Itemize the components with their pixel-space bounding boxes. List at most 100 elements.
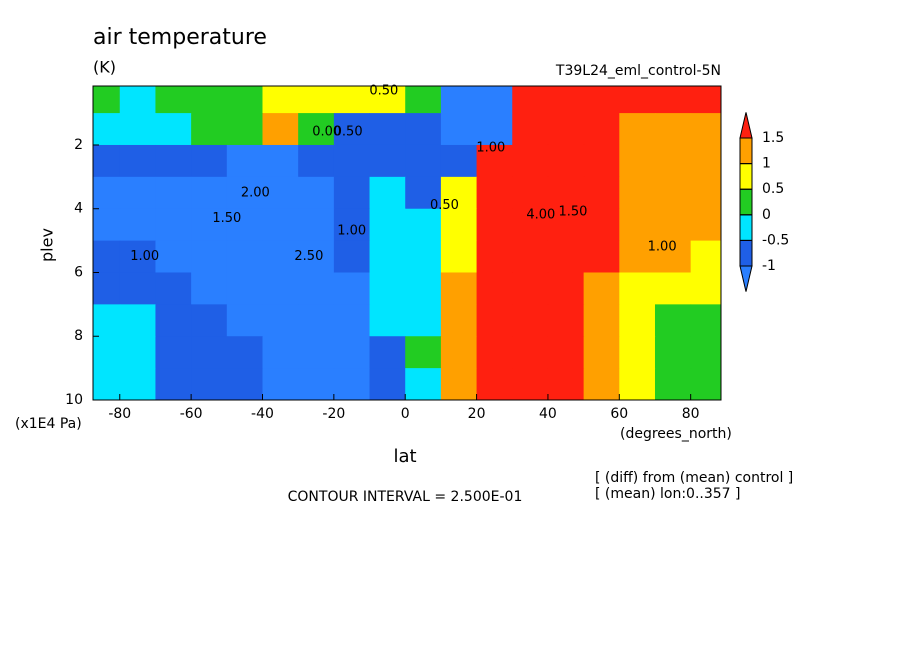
y-axis-units: (x1E4 Pa): [15, 416, 82, 432]
contour-cell: [119, 86, 156, 114]
contour-cell: [405, 272, 442, 305]
contour-label: 4.00: [526, 208, 555, 223]
contour-cell: [440, 144, 478, 178]
contour-cell: [619, 240, 656, 273]
contour-cell: [226, 368, 263, 400]
contour-cell: [547, 113, 585, 146]
colorbar-label: 1.5: [762, 130, 784, 146]
contour-cell: [440, 113, 478, 146]
contour-cell: [583, 240, 620, 273]
contour-cell: [583, 272, 620, 305]
contour-cell: [262, 208, 299, 242]
contour-cell: [333, 208, 371, 242]
contour-label: 1.50: [558, 204, 587, 219]
colorbar-swatch: [739, 137, 753, 165]
contour-cell: [333, 304, 371, 337]
contour-cell: [619, 176, 656, 210]
contour-cell: [547, 86, 585, 114]
colorbar-label: 0.5: [762, 181, 784, 197]
colorbar-label: 0: [762, 207, 771, 223]
contour-cell: [405, 304, 442, 337]
contour-cell: [119, 368, 156, 400]
contour-cell: [440, 240, 478, 273]
y-tick-label: 8: [74, 328, 83, 344]
contour-cell: [583, 208, 620, 242]
contour-cell: [440, 86, 478, 114]
y-tick-label: 2: [74, 137, 83, 153]
contour-cell: [119, 113, 156, 146]
note: [ (mean) lon:0..357 ]: [595, 486, 740, 502]
x-tick-label: -20: [322, 406, 345, 422]
contour-cell: [619, 144, 656, 178]
contour-cell: [369, 368, 406, 400]
contour-cell: [119, 144, 156, 178]
contour-cell: [262, 336, 299, 369]
contour-cell: [512, 176, 549, 210]
contour-cell: [298, 240, 335, 273]
contour-cell: [476, 176, 513, 210]
dataset-label: T39L24_eml_control-5N: [555, 63, 721, 79]
contour-cell: [512, 86, 549, 114]
contour-cell: [512, 208, 549, 242]
contour-cell: [405, 368, 442, 400]
contour-cell: [191, 144, 228, 178]
contour-label: 0.00: [312, 125, 341, 140]
contour-cell: [155, 272, 192, 305]
contour-cell: [298, 272, 335, 305]
contour-cell: [298, 208, 335, 242]
contour-cell: [690, 272, 721, 305]
contour-cell: [333, 113, 371, 146]
contour-cell: [119, 176, 156, 210]
contour-cell: [619, 336, 656, 369]
colorbar-swatch: [739, 214, 753, 241]
contour-cell: [619, 304, 656, 337]
contour-cell: [547, 368, 585, 400]
contour-cell: [119, 336, 156, 369]
contour-cell: [226, 304, 263, 337]
x-tick-label: -60: [180, 406, 203, 422]
contour-cell: [654, 240, 692, 273]
x-tick-label: 40: [539, 406, 557, 422]
contour-cell: [690, 144, 721, 178]
contour-cell: [405, 336, 442, 369]
x-tick-label: -40: [251, 406, 274, 422]
contour-cell: [369, 304, 406, 337]
contour-cell: [690, 240, 721, 273]
contour-label: 1.00: [476, 141, 505, 156]
contour-cell: [333, 368, 371, 400]
contour-cell: [369, 336, 406, 369]
contour-cell: [119, 304, 156, 337]
contour-cell: [583, 86, 620, 114]
contour-cell: [476, 304, 513, 337]
contour-cell: [547, 240, 585, 273]
contour-interval: CONTOUR INTERVAL = 2.500E-01: [288, 489, 523, 505]
contour-cell: [547, 144, 585, 178]
contour-cell: [619, 113, 656, 146]
contour-cell: [690, 176, 721, 210]
contour-cell: [226, 86, 263, 114]
contour-cell: [619, 208, 656, 242]
contour-cell: [93, 176, 121, 210]
contour-cell: [654, 176, 692, 210]
contour-cell: [476, 336, 513, 369]
contour-cell: [93, 208, 121, 242]
contour-cell: [583, 176, 620, 210]
colorbar-swatch: [739, 265, 753, 292]
contour-label: 1.00: [648, 239, 677, 254]
contour-cell: [690, 86, 721, 114]
contour-cell: [155, 86, 192, 114]
contour-cell: [405, 144, 442, 178]
contour-cell: [405, 176, 442, 210]
contour-cell: [369, 176, 406, 210]
colorbar-swatch: [739, 188, 753, 216]
contour-cell: [369, 86, 406, 114]
contour-cell: [476, 240, 513, 273]
contour-cell: [512, 240, 549, 273]
contour-cell: [191, 86, 228, 114]
contour-cell: [262, 144, 299, 178]
contour-cell: [155, 336, 192, 369]
contour-cell: [476, 113, 513, 146]
x-tick-label: 0: [401, 406, 410, 422]
contour-cell: [298, 304, 335, 337]
contour-cell: [262, 304, 299, 337]
